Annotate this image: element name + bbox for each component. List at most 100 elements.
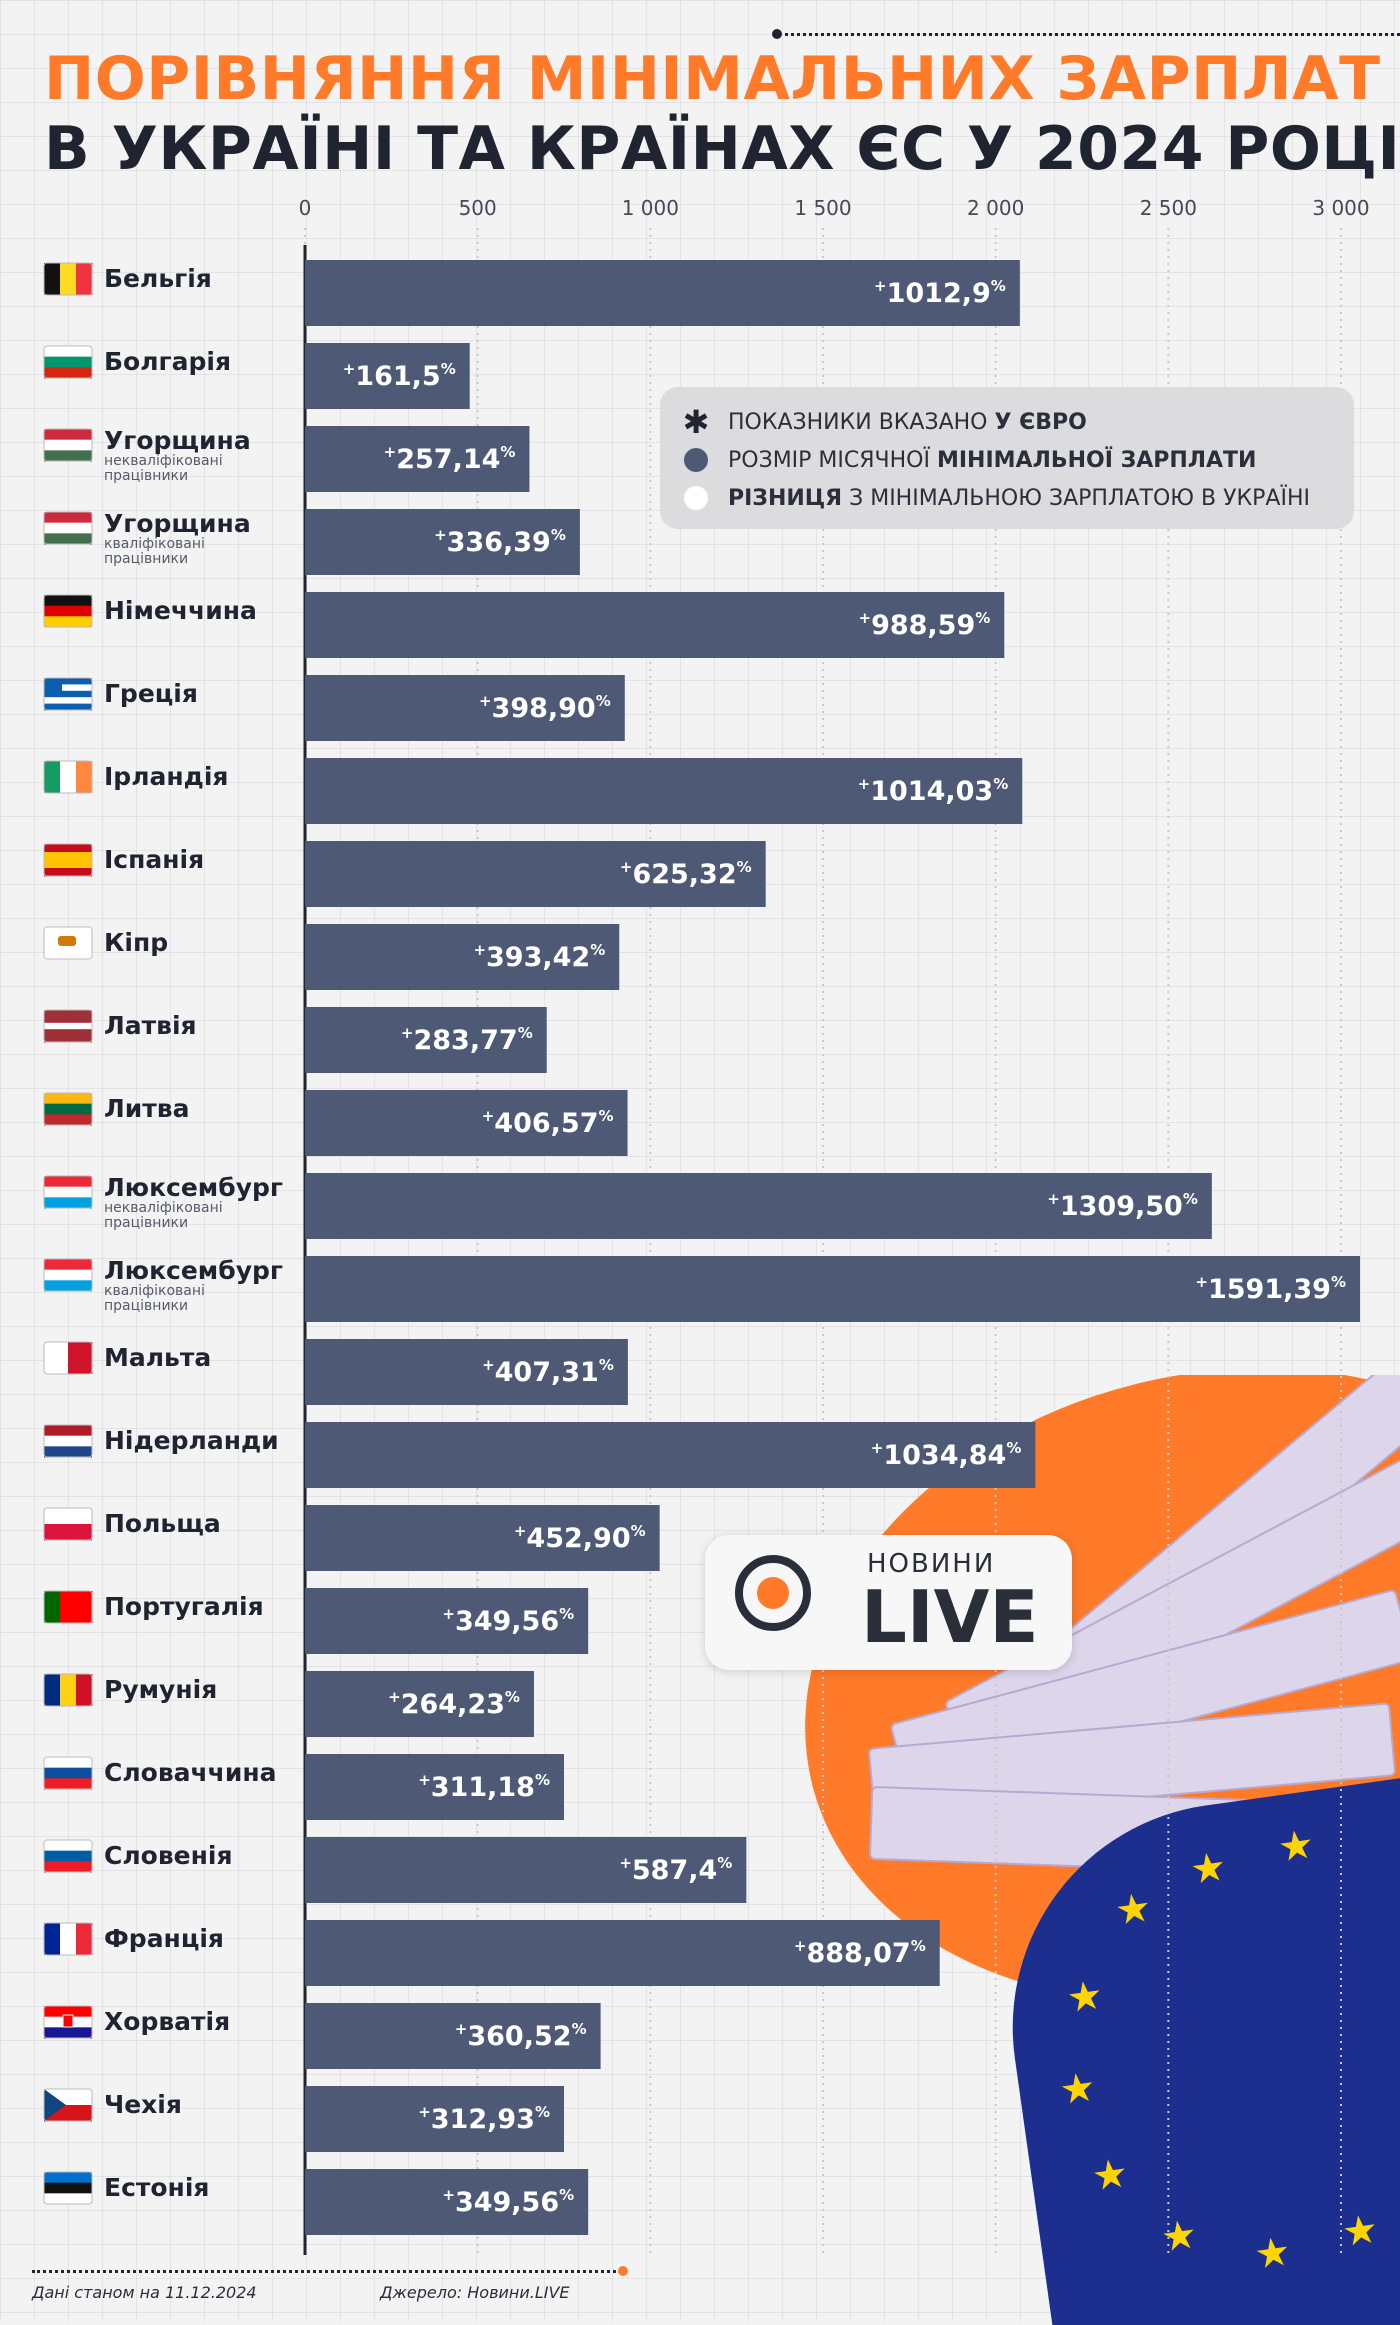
flag-icon: [43, 1507, 93, 1541]
flag-icon: [43, 843, 93, 877]
flag-icon: [43, 1341, 93, 1375]
bar: [305, 2003, 601, 2069]
country-label: Словаччина: [104, 1758, 277, 1787]
x-tick-label: 1 000: [622, 196, 679, 220]
country-label: Кіпр: [104, 928, 168, 957]
bar-value-label: +988,59%: [858, 609, 990, 641]
country-label: Естонія: [104, 2173, 209, 2202]
country-label: Нідерланди: [104, 1426, 279, 1455]
country-label: Чехія: [104, 2090, 182, 2119]
bar: [305, 1339, 628, 1405]
flag-icon: [43, 1092, 93, 1126]
legend-text: Різниця з мінімальною зарплатою в Україн…: [728, 485, 1310, 511]
page-title-line1: Порівняння мінімальних зарплат: [44, 44, 1381, 114]
bar: [305, 1754, 564, 1820]
logo-ring-icon: [735, 1555, 811, 1631]
bar-value-label: +360,52%: [455, 2020, 587, 2052]
footer-source: Джерело: Новини.LIVE: [380, 2283, 570, 2302]
bar-value-label: +406,57%: [482, 1107, 614, 1139]
bar: [305, 2086, 564, 2152]
flag-icon: [43, 1424, 93, 1458]
logo-main-text: LIVE: [861, 1575, 1039, 1659]
flag-icon: [43, 1258, 93, 1292]
flag-icon: [43, 511, 93, 545]
country-label: Греція: [104, 679, 198, 708]
legend-box: ✱ Показники вказано у євро Розмір місячн…: [660, 387, 1354, 529]
country-label: Мальта: [104, 1343, 211, 1372]
flag-icon: [43, 2088, 93, 2122]
bar-value-label: +349,56%: [442, 2186, 574, 2218]
bar-value-label: +264,23%: [388, 1688, 520, 1720]
footer-dotted-line: [32, 2266, 628, 2276]
country-label: Люксембург: [104, 1173, 283, 1202]
country-label: Ірландія: [104, 762, 228, 791]
bar: [305, 1422, 1036, 1488]
bar: [305, 1090, 628, 1156]
legend-item-currency: ✱ Показники вказано у євро: [682, 403, 1332, 441]
flag-icon: [43, 1590, 93, 1624]
flag-icon: [43, 1175, 93, 1209]
flag-icon: [43, 1673, 93, 1707]
bar: [305, 260, 1020, 326]
bar-value-label: +452,90%: [514, 1522, 646, 1554]
country-label: Бельгія: [104, 264, 212, 293]
logo-top-text: НОВИНИ: [867, 1549, 996, 1579]
country-label: Люксембург: [104, 1256, 283, 1285]
bar: [305, 675, 625, 741]
bar: [305, 841, 766, 907]
bar-value-label: +312,93%: [418, 2103, 550, 2135]
country-label: Хорватія: [104, 2007, 230, 2036]
bar: [305, 509, 580, 575]
bar: [305, 1173, 1212, 1239]
bar-value-label: +161,5%: [343, 360, 456, 392]
flag-icon: [43, 1756, 93, 1790]
x-tick-label: 2 000: [967, 196, 1024, 220]
flag-icon: [43, 2171, 93, 2205]
bar-value-label: +587,4%: [619, 1854, 732, 1886]
flag-icon: [43, 1009, 93, 1043]
bar-layer: [305, 260, 1360, 2235]
country-label: Франція: [104, 1924, 224, 1953]
bar-value-label: +1309,50%: [1047, 1190, 1198, 1222]
flag-icon: [43, 345, 93, 379]
country-sublabel: працівники: [104, 1215, 188, 1231]
x-tick-label: 3 000: [1312, 196, 1369, 220]
bar: [305, 758, 1023, 824]
flag-icon: [43, 926, 93, 960]
flag-icon: [43, 677, 93, 711]
bar-value-label: +349,56%: [442, 1605, 574, 1637]
bar-value-label: +1034,84%: [871, 1439, 1022, 1471]
bar-value-label: +398,90%: [479, 692, 611, 724]
bar-value-label: +407,31%: [482, 1356, 614, 1388]
flag-icon: [43, 262, 93, 296]
bar: [305, 924, 620, 990]
bar: [305, 1837, 747, 1903]
country-label: Латвія: [104, 1011, 197, 1040]
flag-icon: [43, 594, 93, 628]
bar-value-label: +257,14%: [384, 443, 516, 475]
country-label: Німеччина: [104, 596, 257, 625]
bar: [305, 426, 530, 492]
flag-icon: [43, 2005, 93, 2039]
bar: [305, 1671, 534, 1737]
country-label: Литва: [104, 1094, 189, 1123]
white-dot-icon: [682, 484, 710, 512]
bar-value-label: +1014,03%: [858, 775, 1009, 807]
bar-value-label: +625,32%: [620, 858, 752, 890]
country-sublabel: кваліфіковані: [104, 536, 205, 552]
dark-dot-icon: [682, 446, 710, 474]
footer-date-note: Дані станом на 11.12.2024: [32, 2283, 257, 2302]
country-label: Польща: [104, 1509, 221, 1538]
x-tick-label: 0: [299, 196, 312, 220]
country-sublabel: працівники: [104, 468, 188, 484]
legend-item-difference: Різниця з мінімальною зарплатою в Україн…: [682, 479, 1332, 517]
bar-value-label: +393,42%: [473, 941, 605, 973]
bar: [305, 2169, 589, 2235]
bar-value-label: +888,07%: [794, 1937, 926, 1969]
label-layer: 0 500 1 000 1 500 2 000 2 500 3 000 Бельгія +101…: [43, 196, 1370, 2218]
bar: [305, 1588, 589, 1654]
legend-item-salary: Розмір місячної мінімальної зарплати: [682, 441, 1332, 479]
flag-icon: [43, 428, 93, 462]
bar: [305, 1505, 660, 1571]
